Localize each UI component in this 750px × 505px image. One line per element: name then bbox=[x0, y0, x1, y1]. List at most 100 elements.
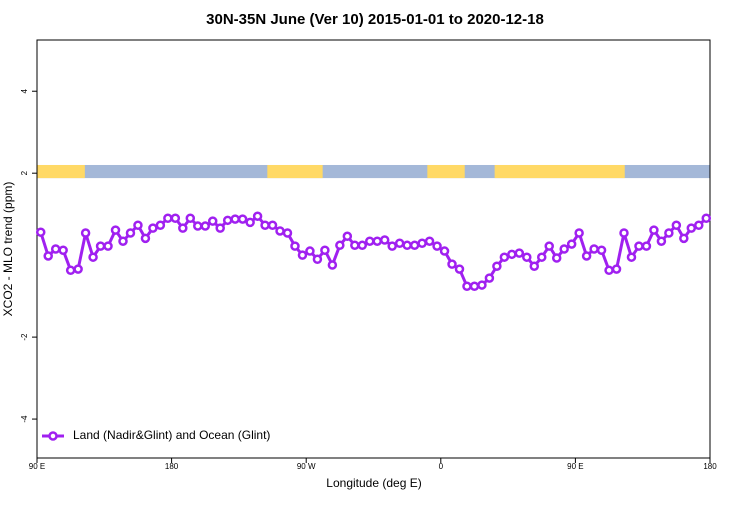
data-point bbox=[170, 213, 181, 224]
data-point bbox=[694, 220, 704, 230]
data-point bbox=[559, 244, 569, 254]
data-point bbox=[589, 244, 599, 254]
data-point bbox=[50, 244, 61, 254]
data-point bbox=[454, 264, 465, 274]
data-point bbox=[522, 252, 532, 262]
data-point bbox=[492, 261, 502, 271]
data-point bbox=[365, 236, 375, 246]
chart-title: 30N-35N June (Ver 10) 2015-01-01 to 2020… bbox=[206, 11, 544, 28]
data-point bbox=[379, 235, 390, 245]
legend-label: Land (Nadir&Glint) and Ocean (Glint) bbox=[73, 428, 270, 442]
data-point bbox=[439, 246, 450, 256]
data-point bbox=[507, 249, 517, 260]
y-tick-label: -2 bbox=[20, 333, 29, 341]
data-point bbox=[499, 252, 510, 262]
data-point bbox=[185, 213, 196, 224]
data-point bbox=[514, 248, 525, 258]
data-point bbox=[357, 240, 368, 251]
data-point bbox=[118, 236, 128, 246]
data-point bbox=[133, 220, 143, 230]
data-point bbox=[469, 281, 480, 292]
data-point bbox=[656, 236, 667, 246]
data-point bbox=[148, 223, 158, 233]
x-axis-label: Longitude (deg E) bbox=[326, 476, 421, 490]
y-tick-label: 2 bbox=[20, 170, 29, 175]
data-point bbox=[252, 211, 263, 221]
plot-frame bbox=[36, 39, 711, 459]
data-point bbox=[230, 214, 240, 224]
land-band bbox=[267, 164, 323, 179]
data-point bbox=[566, 239, 577, 249]
data-point bbox=[424, 236, 435, 246]
data-point bbox=[140, 233, 151, 244]
data-point bbox=[387, 241, 397, 251]
y-tick-label: 4 bbox=[20, 88, 29, 93]
data-point bbox=[596, 245, 607, 255]
data-point bbox=[447, 259, 457, 269]
land-band bbox=[494, 164, 625, 179]
data-point bbox=[178, 223, 188, 233]
data-point bbox=[671, 220, 682, 230]
data-point bbox=[409, 240, 420, 251]
data-point bbox=[125, 228, 136, 238]
data-point bbox=[43, 251, 53, 261]
data-point bbox=[641, 241, 652, 251]
data-point bbox=[484, 273, 495, 283]
data-point bbox=[372, 236, 382, 246]
data-point bbox=[290, 241, 300, 251]
data-point bbox=[110, 225, 121, 235]
y-tick-label: -4 bbox=[20, 415, 29, 423]
data-point bbox=[634, 241, 644, 251]
data-point bbox=[327, 260, 338, 270]
data-point bbox=[215, 223, 225, 233]
data-point bbox=[544, 241, 554, 251]
data-point bbox=[267, 220, 278, 230]
x-tick-label: 180 bbox=[703, 462, 717, 471]
data-point bbox=[342, 231, 353, 242]
data-point bbox=[604, 265, 614, 276]
data-point bbox=[103, 241, 113, 251]
data-point bbox=[335, 240, 345, 251]
data-point bbox=[574, 228, 584, 238]
y-axis-label: XCO2 - MLO trend (ppm) bbox=[1, 182, 15, 317]
data-point bbox=[305, 246, 315, 256]
data-point bbox=[275, 226, 285, 236]
data-point bbox=[626, 252, 637, 262]
data-point bbox=[260, 220, 270, 230]
data-point bbox=[619, 228, 629, 238]
data-point bbox=[237, 214, 248, 224]
data-point bbox=[207, 216, 218, 226]
data-point bbox=[73, 264, 83, 274]
land-band bbox=[427, 164, 465, 179]
data-point bbox=[312, 254, 323, 264]
data-point bbox=[80, 228, 91, 238]
data-point bbox=[320, 245, 330, 255]
data-point bbox=[95, 241, 106, 251]
data-point bbox=[35, 227, 46, 237]
data-point bbox=[65, 265, 76, 276]
data-point bbox=[477, 280, 487, 290]
data-point bbox=[394, 238, 405, 249]
data-point bbox=[155, 220, 166, 230]
x-tick-label: 90 E bbox=[567, 462, 583, 471]
data-point bbox=[432, 241, 442, 251]
data-point bbox=[611, 264, 622, 274]
legend-marker bbox=[48, 431, 58, 441]
data-point bbox=[701, 213, 712, 224]
data-point bbox=[222, 215, 233, 226]
data-point bbox=[297, 250, 308, 260]
data-point bbox=[282, 228, 293, 238]
data-point bbox=[462, 281, 472, 292]
x-tick-label: 90 E bbox=[29, 462, 45, 471]
x-tick-label: 180 bbox=[165, 462, 179, 471]
data-point bbox=[664, 228, 674, 238]
data-point bbox=[163, 213, 173, 224]
data-point bbox=[686, 223, 697, 233]
data-point bbox=[58, 245, 68, 255]
x-tick-label: 0 bbox=[439, 462, 444, 471]
land-band bbox=[37, 164, 85, 179]
data-point bbox=[581, 251, 592, 261]
data-point bbox=[402, 240, 412, 251]
